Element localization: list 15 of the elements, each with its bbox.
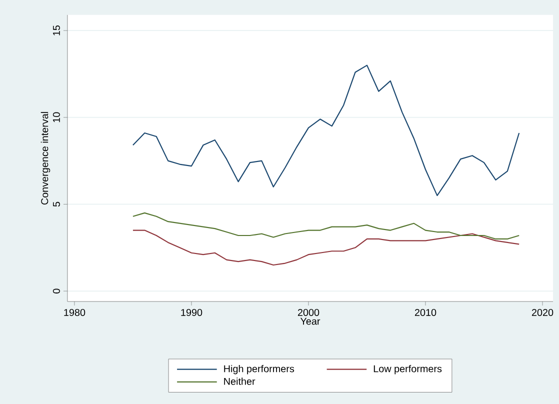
y-tick-label: 5 — [53, 202, 60, 207]
y-tick-label: 10 — [52, 112, 60, 122]
x-tick-label: 2010 — [414, 308, 436, 316]
y-axis-title: Convergence interval — [40, 112, 50, 205]
x-tick-label: 1990 — [181, 308, 202, 316]
legend-label: Low performers — [374, 364, 442, 374]
y-tick-label: 15 — [53, 25, 60, 36]
x-tick-label: 1980 — [64, 308, 86, 316]
x-tick-label: 2020 — [532, 308, 554, 316]
legend-label: Neither — [224, 378, 256, 385]
x-tick-label: 2000 — [298, 308, 320, 316]
line-series — [132, 64, 520, 196]
y-tick-label: 0 — [52, 288, 60, 294]
x-axis-title: Year — [300, 318, 320, 325]
legend-label: High performers — [224, 364, 294, 374]
